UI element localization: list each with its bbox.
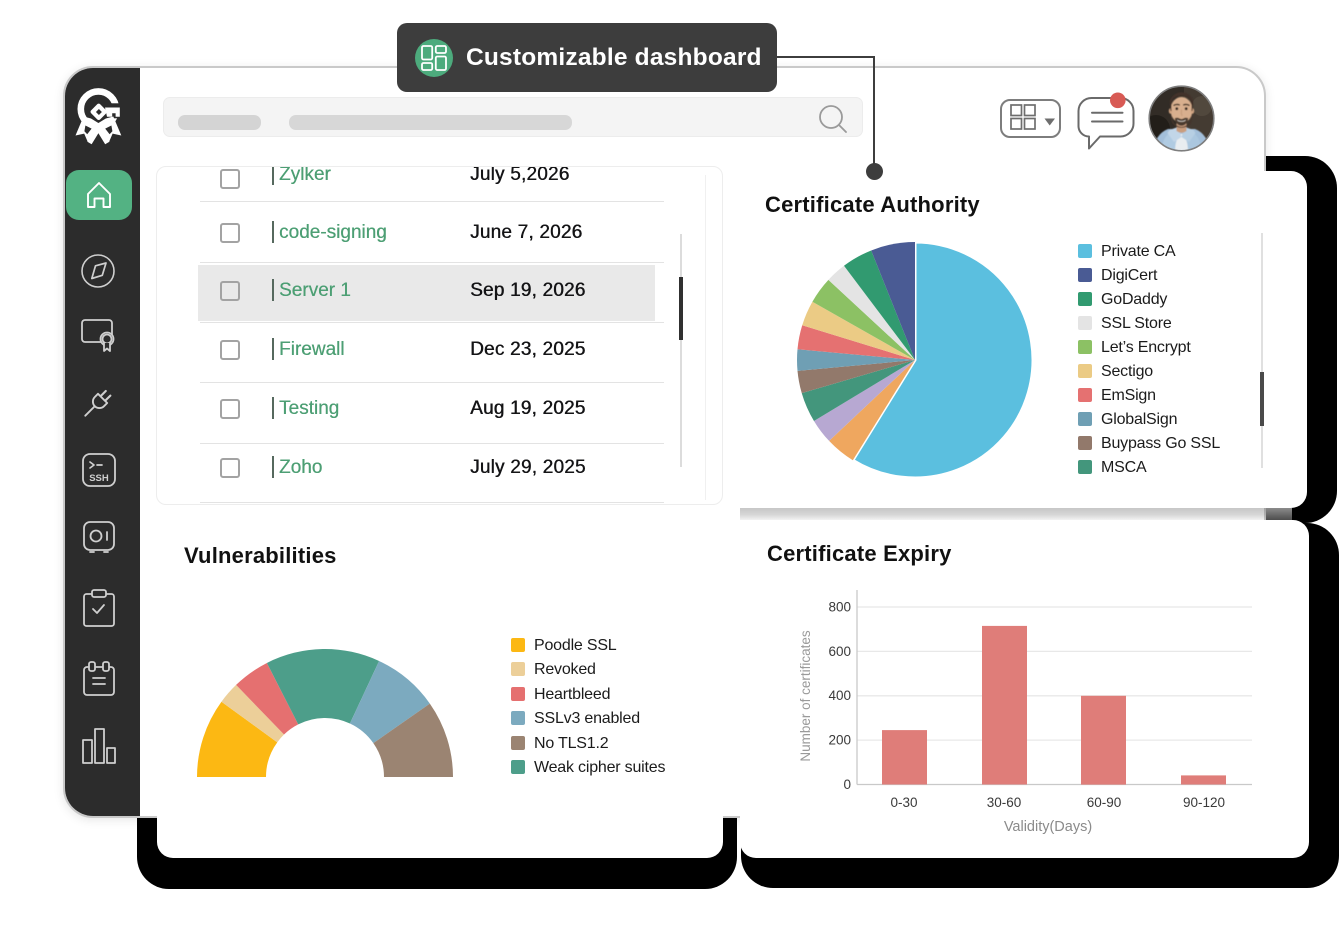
- svg-text:30-60: 30-60: [987, 795, 1022, 810]
- svg-text:400: 400: [828, 688, 851, 703]
- svg-text:200: 200: [828, 733, 851, 748]
- svg-text:800: 800: [828, 600, 851, 615]
- svg-text:60-90: 60-90: [1087, 795, 1122, 810]
- svg-text:SSH: SSH: [89, 473, 109, 484]
- svg-text:90-120: 90-120: [1183, 795, 1225, 810]
- svg-text:0: 0: [843, 777, 851, 792]
- svg-text:600: 600: [828, 644, 851, 659]
- svg-text:Validity(Days): Validity(Days): [1004, 819, 1092, 835]
- svg-text:0-30: 0-30: [890, 795, 917, 810]
- svg-text:Number of certificates: Number of certificates: [798, 630, 813, 762]
